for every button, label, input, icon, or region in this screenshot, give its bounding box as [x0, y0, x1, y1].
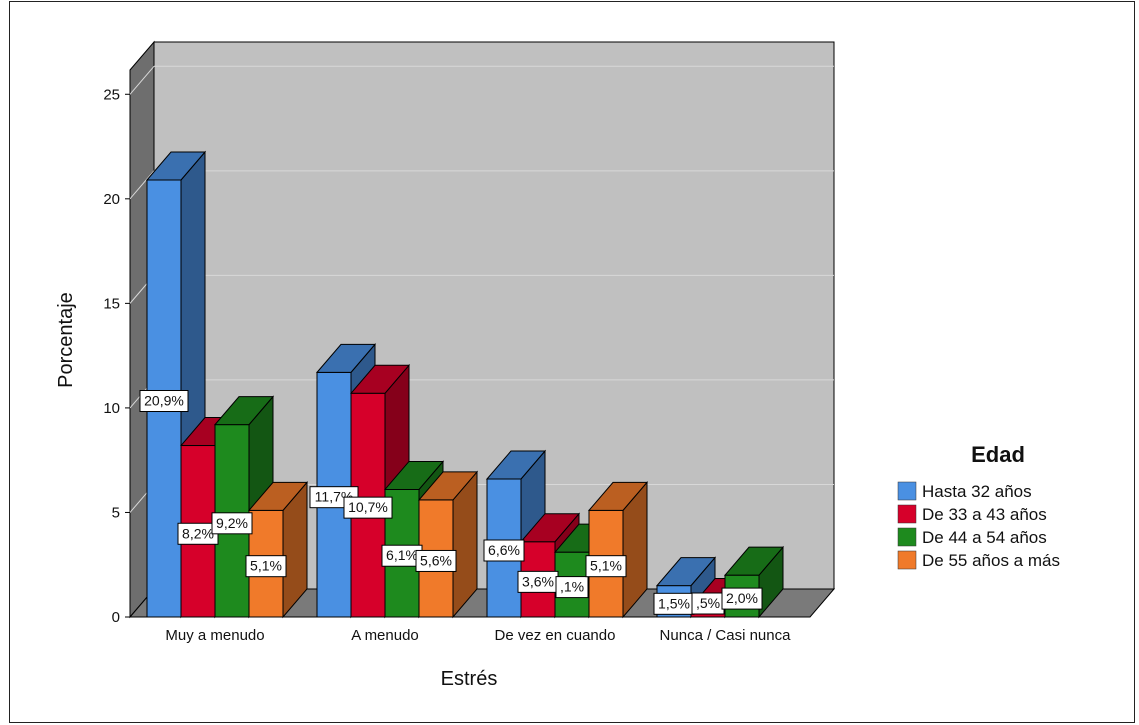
bar-top: [145, 151, 207, 181]
data-label: 6,1%: [381, 544, 423, 567]
data-label-box: [721, 587, 763, 610]
data-label-text: 6,1%: [386, 547, 418, 563]
legend-item: Hasta 32 años: [897, 481, 1032, 501]
data-label-box: [139, 390, 189, 412]
data-label-text: 2,0%: [726, 590, 758, 606]
legend-title: Edad: [971, 442, 1025, 467]
bar-top: [383, 460, 445, 490]
data-label: 9,2%: [211, 512, 253, 535]
y-tick-label: 5: [112, 504, 120, 521]
legend-label: De 55 años a más: [922, 551, 1060, 570]
x-axis-categories: Muy a menudo A menudo De vez en cuando Nunc…: [165, 627, 791, 644]
data-label: 5,1%: [585, 555, 627, 578]
legend: Edad Hasta 32 años De 33 a 43 años De 44 a…: [897, 442, 1060, 570]
data-label-text: 5,1%: [250, 558, 282, 574]
data-label: 5,6%: [415, 549, 457, 572]
legend-label: De 44 a 54 años: [922, 528, 1047, 547]
y-axis-title: Porcentaje: [55, 292, 77, 388]
data-label-box: [483, 539, 525, 562]
legend-swatch: [897, 481, 917, 501]
data-label: 6,6%: [483, 539, 525, 562]
bar: [247, 481, 309, 619]
grid-line: [129, 65, 155, 95]
y-tick-label: 25: [103, 86, 120, 103]
data-label: ,1%: [555, 576, 589, 599]
data-label: 8,2%: [177, 522, 219, 545]
bar-top: [485, 450, 547, 480]
x-axis-title: Estrés: [441, 668, 498, 690]
data-label: 20,9%: [139, 390, 189, 412]
legend-item: De 55 años a más: [897, 550, 1060, 570]
x-category-label: Nunca / Casi nunca: [660, 627, 792, 644]
data-label-text: 1,5%: [658, 595, 690, 611]
grid-line: [129, 170, 155, 200]
data-label-box: [211, 512, 253, 535]
data-label: 2,0%: [721, 587, 763, 610]
bar-top: [519, 513, 581, 543]
x-category-label: Muy a menudo: [165, 627, 264, 644]
data-label-text: ,5%: [696, 595, 720, 611]
bar-top: [349, 364, 411, 394]
bar: [417, 470, 479, 619]
data-label-text: 3,6%: [522, 573, 554, 589]
legend-item: De 33 a 43 años: [897, 504, 1047, 524]
data-label-text: 20,9%: [144, 393, 184, 409]
x-category-label: De vez en cuando: [495, 627, 616, 644]
data-label-text: 9,2%: [216, 515, 248, 531]
data-label-text: 6,6%: [488, 542, 520, 558]
data-label-box: [415, 549, 457, 572]
bar-top: [417, 471, 479, 501]
y-axis-ticks: 0 5 10 15 20 25: [103, 86, 130, 626]
legend-swatch: [897, 527, 917, 547]
bar-top: [247, 481, 309, 511]
data-label-text: 5,6%: [420, 552, 452, 568]
data-label: 5,1%: [245, 555, 287, 578]
bar: [587, 481, 649, 619]
legend-label: Hasta 32 años: [922, 482, 1032, 501]
data-label-box: [585, 555, 627, 578]
data-label-text: ,1%: [560, 579, 584, 595]
legend-swatch: [897, 504, 917, 524]
data-label-text: 8,2%: [182, 525, 214, 541]
data-label-box: [343, 496, 393, 519]
y-tick-label: 20: [103, 191, 120, 208]
data-label-box: [555, 576, 589, 599]
data-label-text: 10,7%: [348, 499, 388, 515]
data-label-box: [245, 555, 287, 578]
data-label: 1,5%: [653, 592, 695, 615]
data-label: 3,6%: [517, 570, 559, 593]
bar-top: [587, 481, 649, 511]
legend-swatch: [897, 550, 917, 570]
data-labels: 20,9%8,2%9,2%5,1%11,7%10,7%6,1% 5,6%6,6%3…: [139, 390, 763, 615]
bar-top: [655, 557, 717, 587]
bar-top: [213, 396, 275, 426]
legend-items: Hasta 32 años De 33 a 43 años De 44 a 54 a…: [897, 481, 1060, 570]
data-label: 10,7%: [343, 496, 393, 519]
data-label: ,5%: [691, 592, 725, 615]
bar-top: [723, 546, 785, 576]
data-label-text: 5,1%: [590, 558, 622, 574]
y-tick-label: 15: [103, 295, 120, 312]
legend-label: De 33 a 43 años: [922, 505, 1047, 524]
y-tick-label: 10: [103, 400, 120, 417]
x-category-label: A menudo: [351, 627, 419, 644]
bar-top: [315, 343, 377, 373]
legend-item: De 44 a 54 años: [897, 527, 1047, 547]
y-tick-label: 0: [112, 609, 120, 626]
